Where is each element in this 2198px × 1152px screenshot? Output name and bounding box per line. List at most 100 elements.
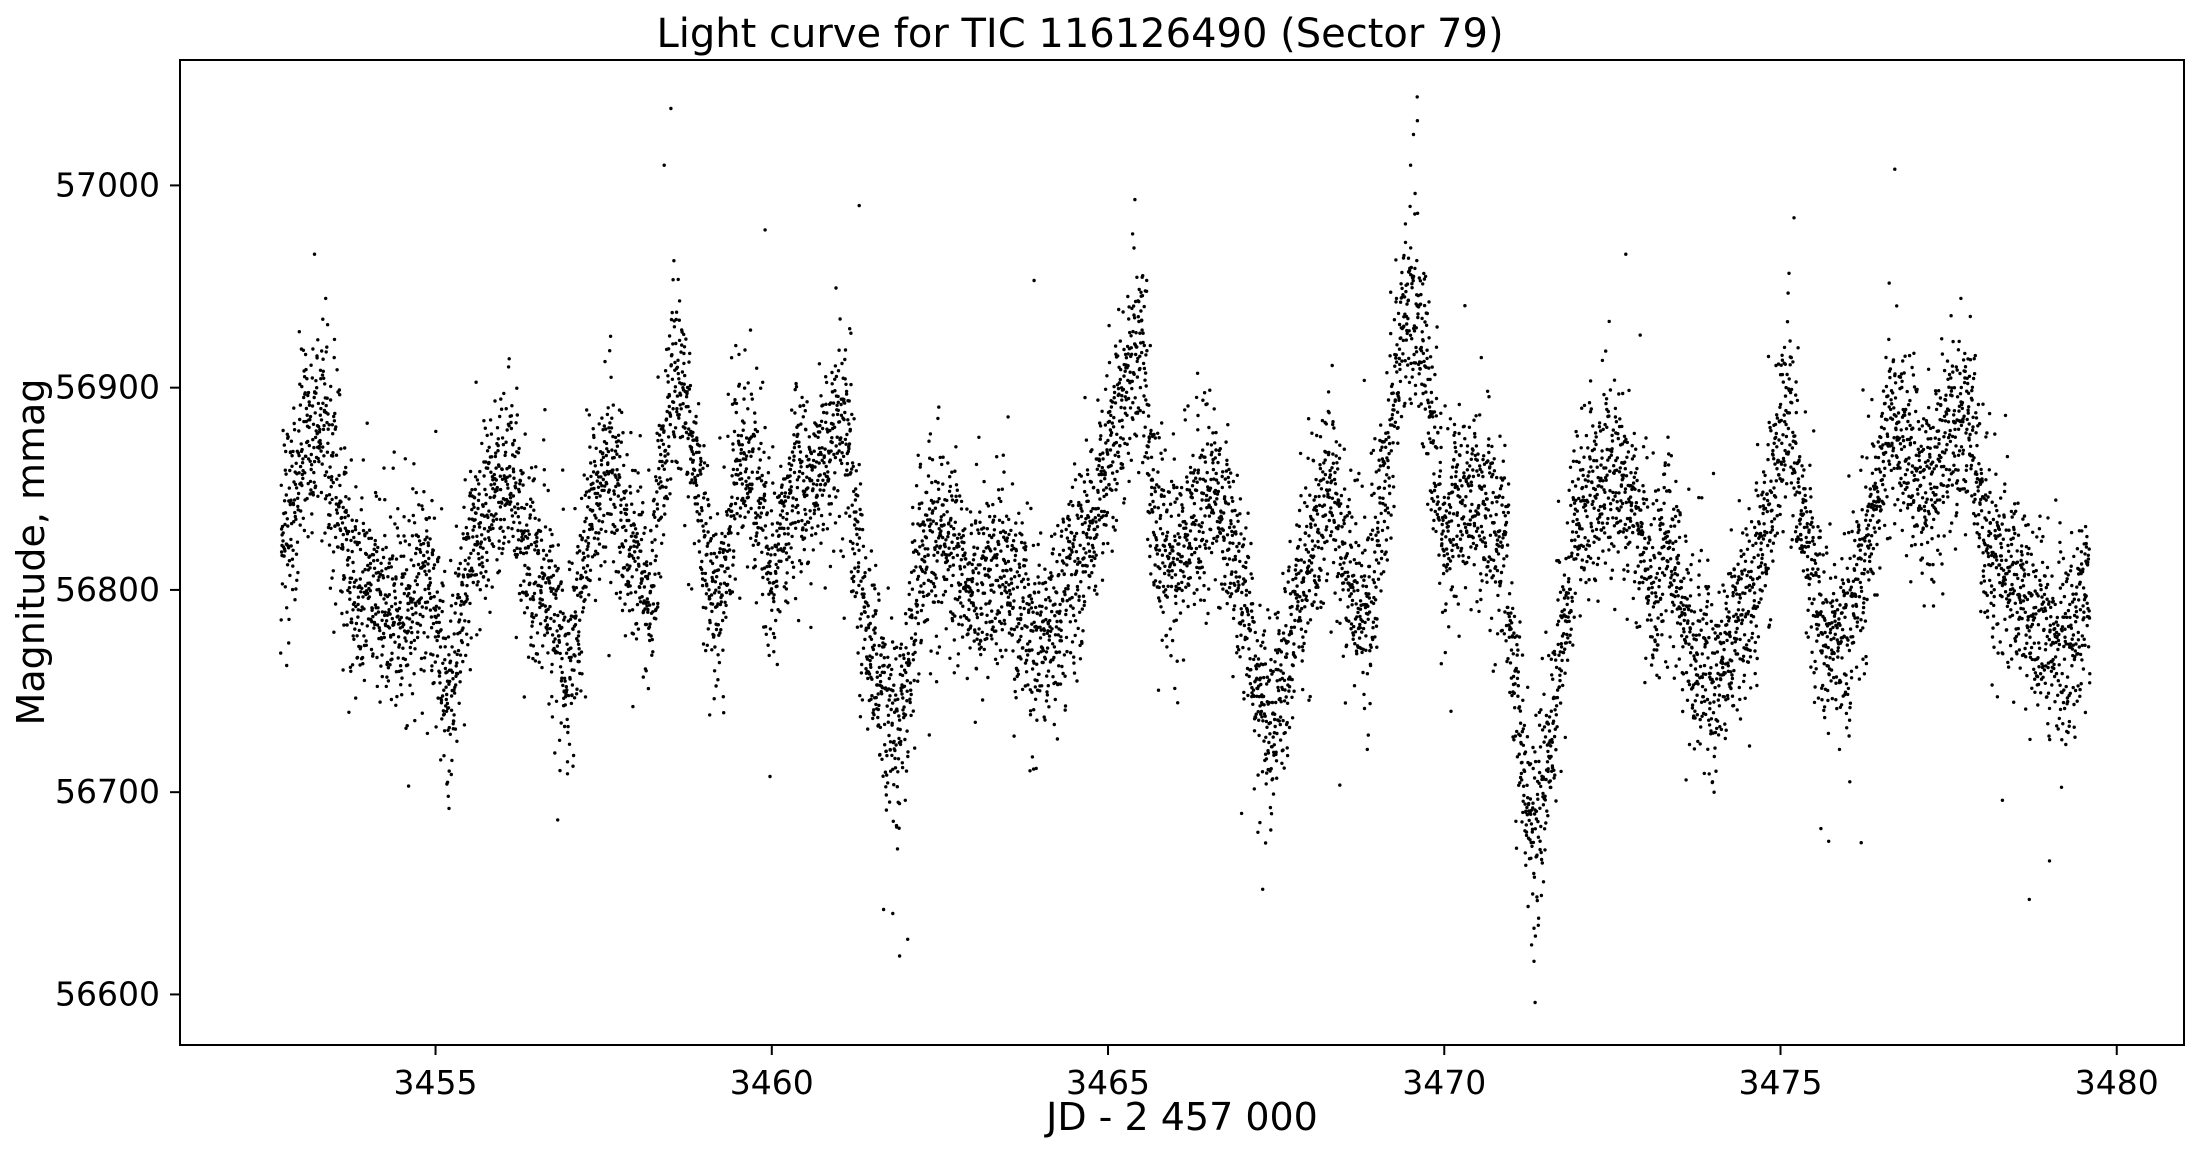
data-point <box>977 627 981 631</box>
data-point <box>1078 610 1082 614</box>
data-point <box>494 478 498 482</box>
data-point <box>744 487 748 491</box>
data-point <box>343 446 347 450</box>
data-point <box>1219 582 1224 586</box>
data-point <box>550 694 554 699</box>
data-point <box>285 606 289 610</box>
data-point <box>1217 452 1222 457</box>
data-point <box>542 468 546 472</box>
data-point <box>1012 734 1016 738</box>
data-point <box>629 534 634 538</box>
data-point <box>633 527 638 531</box>
data-point <box>862 605 867 609</box>
data-point <box>954 494 958 498</box>
data-point <box>545 627 549 631</box>
data-point <box>758 515 762 519</box>
data-point <box>533 659 538 663</box>
data-point <box>1164 537 1168 542</box>
data-point <box>337 505 341 509</box>
data-point <box>1111 460 1115 464</box>
data-point <box>607 488 611 492</box>
data-point <box>950 470 954 474</box>
data-point <box>827 494 832 498</box>
data-point <box>531 656 535 661</box>
data-point <box>987 575 991 579</box>
data-point <box>693 478 698 482</box>
data-point <box>694 421 698 425</box>
data-point <box>492 494 497 498</box>
data-point <box>951 555 955 560</box>
data-point <box>706 627 710 631</box>
data-point <box>740 477 744 481</box>
data-point <box>856 494 860 498</box>
data-point <box>483 537 487 541</box>
data-point <box>1143 425 1147 429</box>
data-point <box>1053 633 1058 637</box>
data-point <box>442 754 446 758</box>
data-point <box>1026 683 1030 687</box>
data-point <box>1221 470 1225 474</box>
data-point <box>565 688 569 692</box>
data-point <box>1090 521 1095 525</box>
data-point <box>484 584 489 588</box>
data-point <box>1050 609 1054 614</box>
data-point <box>787 555 791 559</box>
data-point <box>281 531 285 535</box>
data-point <box>377 575 381 579</box>
data-point <box>305 377 309 381</box>
data-point <box>967 618 971 622</box>
data-point <box>1163 564 1167 568</box>
data-point <box>852 552 857 556</box>
data-point <box>1217 527 1221 531</box>
data-point <box>591 481 595 485</box>
data-point <box>1144 289 1149 293</box>
data-point <box>865 657 870 661</box>
data-point <box>290 557 295 561</box>
data-point <box>1247 622 1251 627</box>
data-point <box>683 426 687 430</box>
data-point <box>762 566 767 570</box>
data-point <box>332 414 336 419</box>
data-point <box>410 534 415 538</box>
data-point <box>970 562 974 567</box>
data-point <box>310 404 315 408</box>
data-point <box>864 556 868 560</box>
data-point <box>655 502 659 506</box>
data-point <box>338 393 342 397</box>
data-point <box>792 470 797 475</box>
data-point <box>936 481 940 485</box>
data-point <box>1161 488 1166 493</box>
data-point <box>548 528 552 532</box>
data-point <box>1030 755 1035 759</box>
data-point <box>997 496 1001 501</box>
data-point <box>954 483 959 487</box>
data-point <box>688 409 692 414</box>
data-point <box>1236 580 1240 584</box>
data-point <box>842 417 846 422</box>
data-point <box>1176 532 1180 536</box>
data-point <box>686 495 690 499</box>
data-point <box>791 496 795 500</box>
data-point <box>1043 657 1048 661</box>
data-point <box>1085 468 1090 472</box>
data-point <box>998 585 1002 589</box>
data-point <box>377 497 382 501</box>
data-point <box>804 428 808 432</box>
data-point <box>840 440 845 445</box>
data-point <box>349 576 354 580</box>
data-point <box>1068 620 1073 624</box>
data-point <box>515 546 519 550</box>
data-point <box>515 502 520 506</box>
data-point <box>1170 575 1174 580</box>
data-point <box>477 557 481 561</box>
data-point <box>691 430 695 435</box>
data-point <box>551 587 555 591</box>
data-point <box>1072 538 1076 542</box>
data-point <box>1033 582 1037 586</box>
data-point <box>801 415 805 419</box>
data-point <box>611 403 615 407</box>
data-point <box>434 429 438 434</box>
data-point <box>624 503 629 507</box>
data-point <box>906 750 910 754</box>
data-point <box>999 576 1003 580</box>
